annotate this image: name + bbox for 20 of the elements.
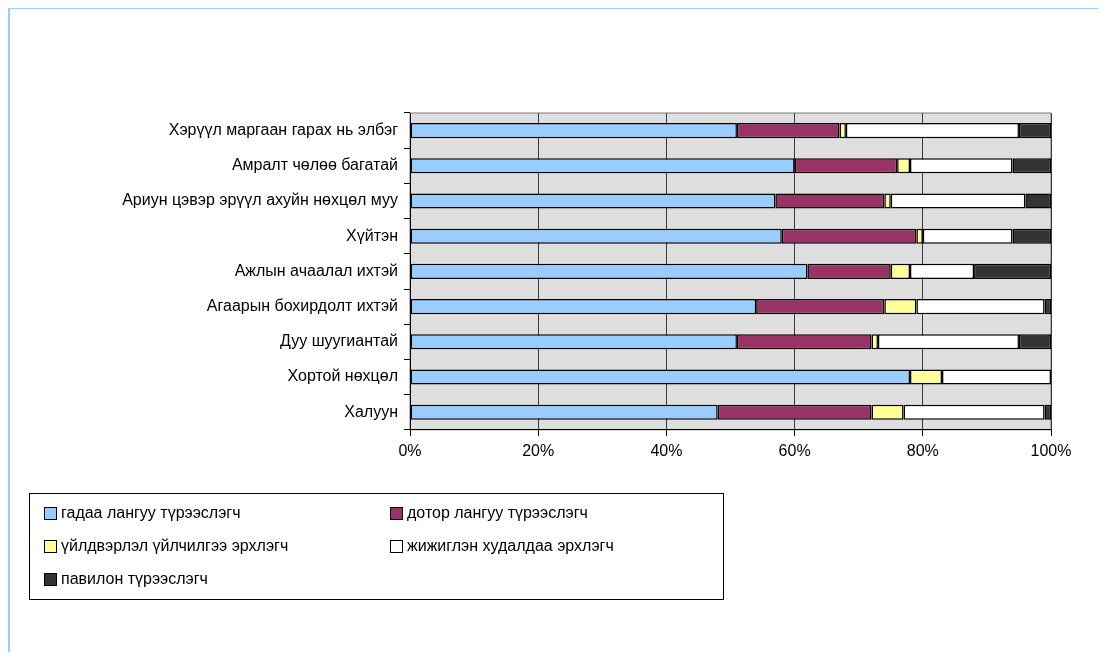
y-tick-label: Хортой нөхцөл (287, 367, 398, 385)
legend-label: дотор лангуу түрээслэгч (407, 503, 588, 523)
y-tick-label: Ажлын ачаалал ихтэй (234, 261, 398, 279)
x-tick-label: 0% (398, 441, 422, 459)
x-tick-label: 100% (1030, 441, 1072, 459)
y-tick-label: Халуун (344, 402, 398, 420)
y-tick-label: Ариун цэвэр эрүүл ахуйн нөхцөл муу (122, 191, 398, 209)
y-tick-label: Хэрүүл маргаан гарах нь элбэг (168, 121, 399, 139)
x-tick-label: 80% (906, 441, 939, 459)
x-tick-label: 60% (778, 441, 811, 459)
legend-label: гадаа лангуу түрээслэгч (61, 503, 241, 523)
legend-label: жижиглэн худалдаа эрхлэгч (407, 536, 614, 556)
x-tick-label: 20% (522, 441, 555, 459)
y-tick-label: Агаарын бохирдолт ихтэй (206, 297, 398, 315)
legend-label: үйлдвэрлэл үйлчилгээ эрхлэгч (61, 536, 289, 556)
y-tick-label: Амралт чөлөө багатай (231, 156, 398, 174)
y-tick-label: Хүйтэн (346, 226, 398, 244)
y-tick-label: Дуу шуугиантай (280, 332, 398, 350)
legend-label: павилон түрээслэгч (61, 569, 208, 589)
x-tick-label: 40% (650, 441, 683, 459)
